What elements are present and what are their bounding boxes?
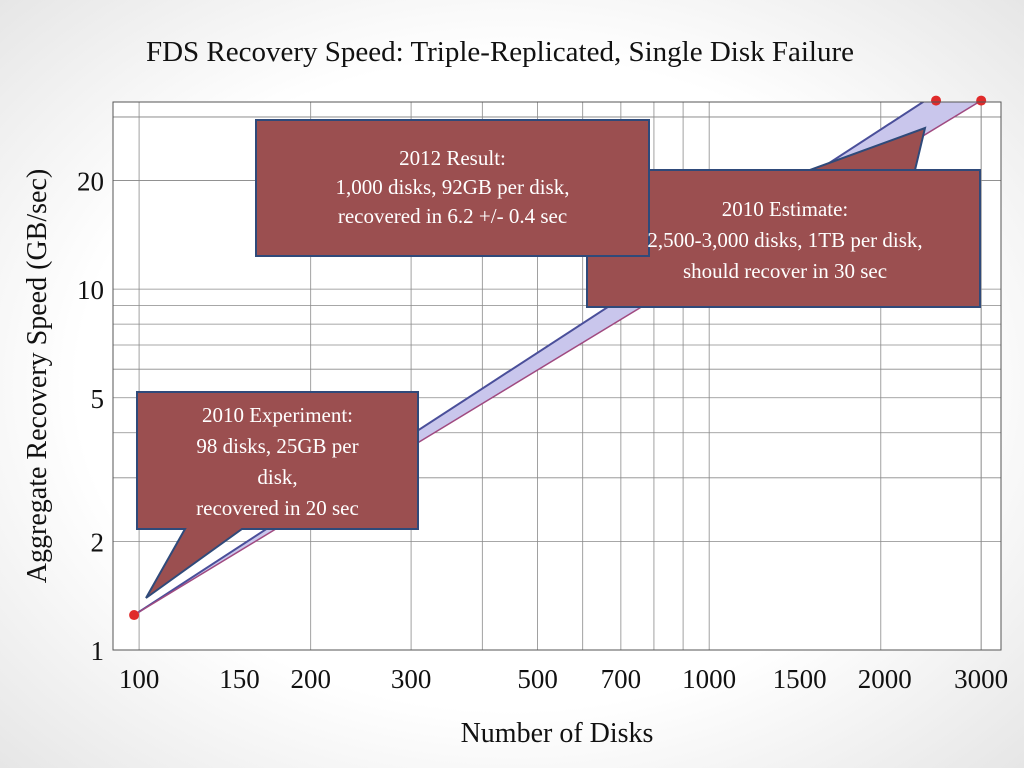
callout-line: 98 disks, 25GB per [196,434,359,458]
x-tick-label: 3000 [954,664,1008,694]
x-tick-label: 1500 [773,664,827,694]
x-tick-label: 500 [517,664,558,694]
y-tick-label: 10 [77,275,104,305]
callout-line: recovered in 6.2 +/- 0.4 sec [337,204,568,228]
x-tick-label: 1000 [682,664,736,694]
x-tick-label: 2000 [858,664,912,694]
callout-result-2012-shape [255,119,927,257]
x-tick-label: 700 [601,664,642,694]
y-tick-label: 20 [77,166,104,196]
callout-result-2012: 2012 Result: 1,000 disks, 92GB per disk, r… [260,144,645,231]
data-point [931,95,942,106]
x-tick-label: 300 [391,664,432,694]
y-tick-label: 5 [91,384,105,414]
callout-line: 2012 Result: [399,146,506,170]
y-axis-label: Aggregate Recovery Speed (GB/sec) [22,169,53,583]
y-tick-label: 2 [91,527,105,557]
callout-line: recovered in 20 sec [196,496,359,520]
callout-line: disk, [257,465,298,489]
slide-title: FDS Recovery Speed: Triple-Replicated, S… [145,36,854,68]
points-layer [129,95,987,621]
axes [112,101,1002,651]
tick-labels: 100 150 200 300 500 700 1000 1500 2000 3000 1 2 5 10 2… [77,166,1008,694]
callout-estimate-2010: 2010 Estimate: 2,500-3,000 disks, 1TB per… [595,194,975,287]
axes-frame [112,101,1002,651]
x-tick-label: 150 [219,664,260,694]
x-tick-label: 200 [290,664,331,694]
data-point [129,610,140,621]
callout-line: 2010 Experiment: [201,403,354,427]
callout-line: 2,500-3,000 disks, 1TB per disk, [647,228,923,252]
callout-experiment-2010-shape [136,391,419,599]
callout-line: 1,000 disks, 92GB per disk, [335,175,570,199]
x-tick-label: 100 [119,664,160,694]
callout-experiment-2010: 2010 Experiment: 98 disks, 25GB per disk, r… [140,400,415,524]
y-tick-label: 1 [91,636,105,666]
callout-line: 2010 Estimate: [721,197,849,221]
callout-line: should recover in 30 sec [682,259,888,283]
x-axis-label: Number of Disks [461,718,654,749]
data-point [976,95,987,106]
